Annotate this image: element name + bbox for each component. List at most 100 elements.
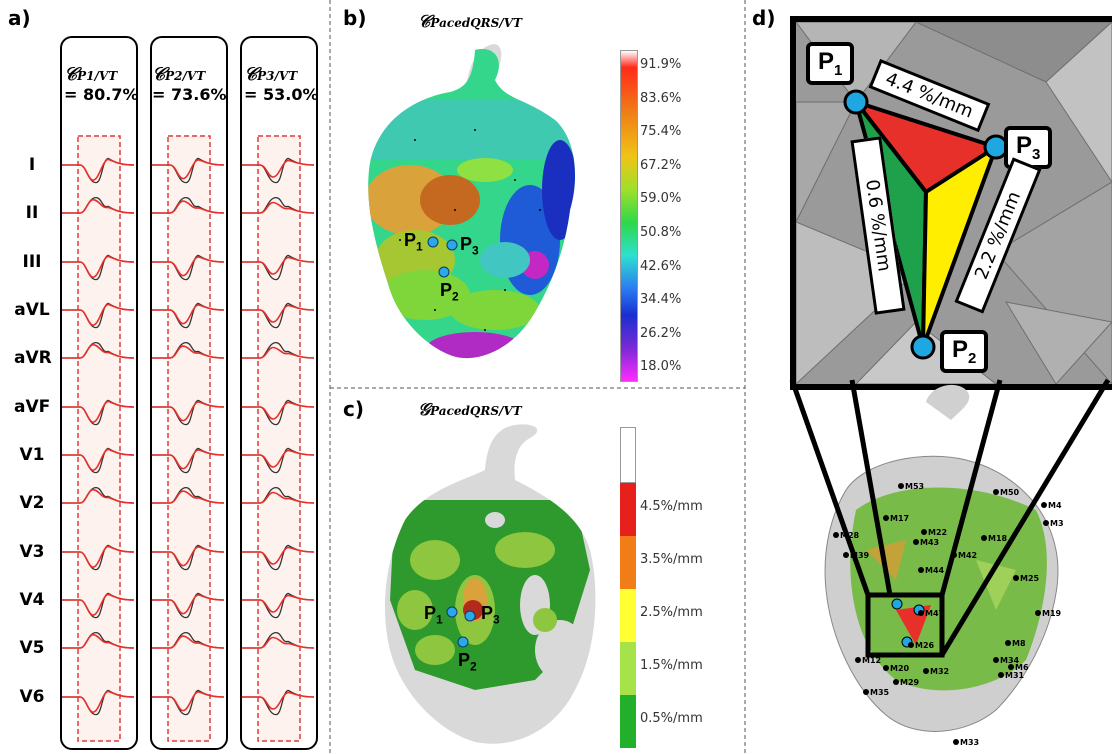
lead-label-V3: V3 (19, 542, 45, 562)
paced-trace (152, 401, 225, 422)
panel-c-label: c) (343, 397, 364, 421)
lead-label-V5: V5 (19, 638, 45, 658)
paced-trace (152, 304, 225, 325)
mesh-marker-label: M22 (928, 528, 947, 537)
paced-trace (62, 198, 135, 214)
paced-trace (152, 635, 225, 649)
cb-tick: 26.2% (640, 325, 682, 341)
cb-tick: 91.9% (640, 57, 682, 72)
paced-trace (152, 159, 225, 180)
paced-trace (242, 201, 315, 214)
qrs-window (167, 135, 211, 742)
paced-trace (152, 490, 225, 504)
correlation-value-p2: = 73.6% (152, 85, 227, 104)
cb-segment (620, 536, 636, 589)
lead-label-aVL: aVL (14, 300, 50, 320)
paced-trace (242, 449, 315, 468)
paced-trace (62, 303, 135, 327)
mesh-marker (1035, 610, 1041, 616)
mesh-marker-label: M53 (905, 482, 924, 491)
cb-tick: 1.5%/mm (640, 658, 703, 673)
gradient-colorbar (620, 427, 636, 748)
mesh-marker (1041, 502, 1047, 508)
mesh-marker (998, 672, 1004, 678)
paced-trace (62, 633, 135, 649)
paced-trace (242, 546, 315, 565)
cb-tick: 83.6% (640, 90, 682, 106)
point-p2-label-c: P2 (458, 650, 477, 674)
cb-segment (620, 483, 636, 536)
mesh-marker-label: M18 (988, 534, 1008, 543)
lead-label-V1: V1 (19, 445, 45, 465)
lead-label-V4: V4 (19, 590, 45, 610)
mesh-marker (918, 610, 924, 616)
cb-segment (620, 589, 636, 642)
paced-trace (62, 255, 135, 279)
cb-tick: 34.4% (640, 292, 682, 308)
point-p3-label-c: P3 (481, 603, 500, 627)
paced-trace (152, 691, 225, 712)
point-p2-box: P2 (940, 330, 989, 373)
mesh-marker-label: M39 (850, 551, 870, 560)
correlation-value-p1: = 80.7% (64, 85, 139, 104)
mesh-marker-label: M25 (1020, 574, 1040, 583)
paced-trace (152, 200, 225, 214)
mesh-marker-label: M34 (1000, 656, 1020, 665)
paced-trace (62, 593, 135, 617)
ecg-column-p1 (60, 36, 138, 750)
paced-trace (242, 636, 315, 649)
cb-segment (620, 695, 636, 748)
cb-tick: 42.6% (640, 258, 682, 274)
mesh-marker (1005, 640, 1011, 646)
cb-tick: 0.5%/mm (640, 711, 703, 726)
mesh-marker (843, 552, 849, 558)
cb-tick: 75.4% (640, 124, 682, 140)
mesh-marker (923, 668, 929, 674)
lead-label-V2: V2 (19, 493, 45, 513)
mesh-marker-label: M31 (1005, 671, 1025, 680)
cb-segment (620, 642, 636, 695)
cb-tick: 59.0% (640, 191, 682, 207)
paced-trace (242, 159, 315, 178)
qrs-window (77, 135, 121, 742)
mesh-marker (981, 535, 987, 541)
paced-trace (62, 545, 135, 569)
cb-tick: 67.2% (640, 157, 682, 173)
correlation-colorbar (620, 50, 638, 382)
mesh-marker-label: M42 (958, 551, 977, 560)
mesh-marker (993, 657, 999, 663)
correlation-map-title: 𝒞PacedQRS/VT (418, 12, 522, 32)
mesh-marker-label: M17 (890, 514, 909, 523)
mesh-marker (883, 515, 889, 521)
gradient-map (385, 424, 596, 744)
mesh-marker (1013, 575, 1019, 581)
mesh-marker-label: M12 (862, 656, 881, 665)
mesh-marker (953, 739, 959, 745)
mesh-marker (898, 483, 904, 489)
mesh-marker-label: M43 (920, 538, 939, 547)
mesh-marker (913, 539, 919, 545)
paced-trace (152, 546, 225, 567)
mesh-marker (893, 679, 899, 685)
mesh-marker (918, 567, 924, 573)
paced-trace (152, 256, 225, 277)
cb-tick: 2.5%/mm (640, 605, 703, 620)
correlation-label-p1: 𝒞P1/VT = 80.7% (64, 64, 139, 104)
correlation-label-p2: 𝒞P2/VT = 73.6% (152, 64, 227, 104)
paced-trace (242, 691, 315, 710)
mesh-marker-label: M47 (925, 609, 944, 618)
mesh-marker-label: M35 (870, 688, 890, 697)
mesh-marker (863, 689, 869, 695)
paced-trace (62, 400, 135, 424)
zoom-inset (790, 16, 1112, 390)
correlation-colorbar-ticks: 91.9% 83.6% 75.4% 67.2% 59.0% 50.8% 42.6… (640, 57, 710, 379)
paced-trace (62, 690, 135, 714)
correlation-map (368, 44, 576, 359)
lead-label-III: III (22, 252, 42, 272)
lead-label-aVR: aVR (14, 348, 52, 368)
point-p1-label-c: P1 (424, 603, 443, 627)
paced-trace (242, 346, 315, 359)
lead-label-II: II (25, 203, 39, 223)
